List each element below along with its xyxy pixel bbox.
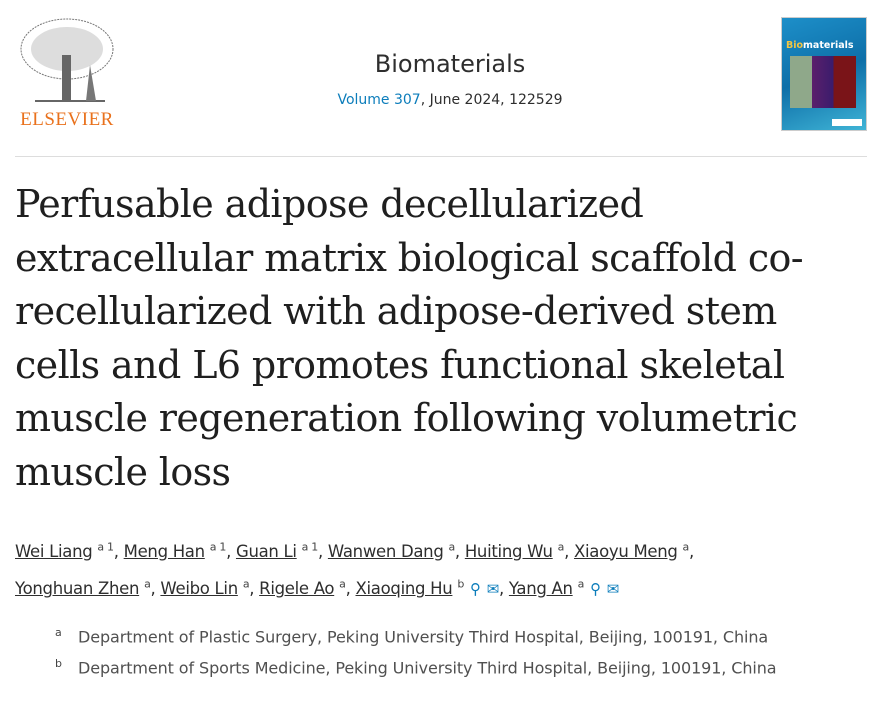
author-link[interactable]: Yang An: [508, 579, 573, 598]
affiliation-b: b Department of Sports Medicine, Peking U…: [55, 657, 777, 678]
cover-footer-logo: [832, 119, 862, 126]
author-affiliation-sup: a 1: [301, 540, 319, 553]
article-title: Perfusable adipose decellularized extrac…: [15, 182, 804, 494]
affiliation-a: a Department of Plastic Surgery, Peking U…: [55, 626, 769, 647]
journal-cover[interactable]: Biomaterials: [781, 17, 867, 131]
author: Xiaoyu Meng a,: [573, 540, 694, 561]
mail-icon[interactable]: ✉: [486, 580, 500, 598]
author-link[interactable]: Wanwen Dang: [327, 541, 444, 561]
tree-icon: [20, 18, 114, 102]
author-affiliation-sup: a: [144, 577, 151, 591]
author-affiliation-sup: a: [339, 577, 346, 591]
cover-title: Biomaterials: [786, 40, 854, 51]
author-link[interactable]: Wei Liang: [15, 541, 93, 561]
volume-info: Volume 307, June 2024, 122529: [250, 92, 650, 108]
author-link[interactable]: Yonghuan Zhen: [15, 579, 140, 598]
author-link[interactable]: Rigele Ao: [259, 579, 335, 598]
mail-icon[interactable]: ✉: [606, 580, 620, 598]
journal-name[interactable]: Biomaterials: [374, 50, 526, 78]
cover-image: [790, 56, 856, 108]
author: Huiting Wu a,: [464, 540, 574, 561]
author: Wanwen Dang a,: [327, 540, 465, 561]
author: Meng Han a 1,: [123, 540, 236, 561]
divider: [15, 156, 867, 157]
author-link[interactable]: Weibo Lin: [160, 579, 238, 598]
author: Yonghuan Zhen a,: [15, 577, 161, 599]
person-icon[interactable]: ⚲: [590, 580, 601, 598]
author: Xiaoqing Hu b ⚲ ✉,: [355, 577, 509, 599]
volume-link[interactable]: Volume 307: [337, 92, 421, 108]
elsevier-wordmark: ELSEVIER: [20, 109, 114, 130]
author-link[interactable]: Guan Li: [235, 541, 297, 561]
author-affiliation-sup: a: [577, 577, 585, 591]
person-icon[interactable]: ⚲: [470, 580, 481, 598]
author-affiliation-sup: a: [682, 540, 690, 553]
author: Weibo Lin a,: [160, 577, 260, 599]
author: Yang An a ⚲ ✉: [508, 577, 620, 599]
author-affiliation-sup: b: [457, 577, 465, 591]
author: Wei Liang a 1,: [15, 540, 124, 561]
author-affiliation-sup: a 1: [209, 540, 227, 553]
author-affiliation-sup: a 1: [97, 540, 114, 553]
author-affiliation-sup: a: [448, 540, 455, 553]
date-page: , June 2024, 122529: [420, 92, 563, 108]
author-link[interactable]: Xiaoyu Meng: [573, 541, 678, 561]
author-link[interactable]: Meng Han: [123, 541, 205, 561]
author: Guan Li a 1,: [235, 540, 328, 561]
author-affiliation-sup: a: [242, 577, 250, 591]
author-link[interactable]: Xiaoqing Hu: [355, 579, 453, 598]
author-list: Wei Liang a 1, Meng Han a 1, Guan Li a 1…: [15, 530, 865, 606]
author: Rigele Ao a,: [259, 577, 356, 599]
elsevier-logo[interactable]: ELSEVIER: [15, 15, 119, 131]
author-affiliation-sup: a: [557, 540, 565, 553]
author-link[interactable]: Huiting Wu: [464, 541, 553, 561]
